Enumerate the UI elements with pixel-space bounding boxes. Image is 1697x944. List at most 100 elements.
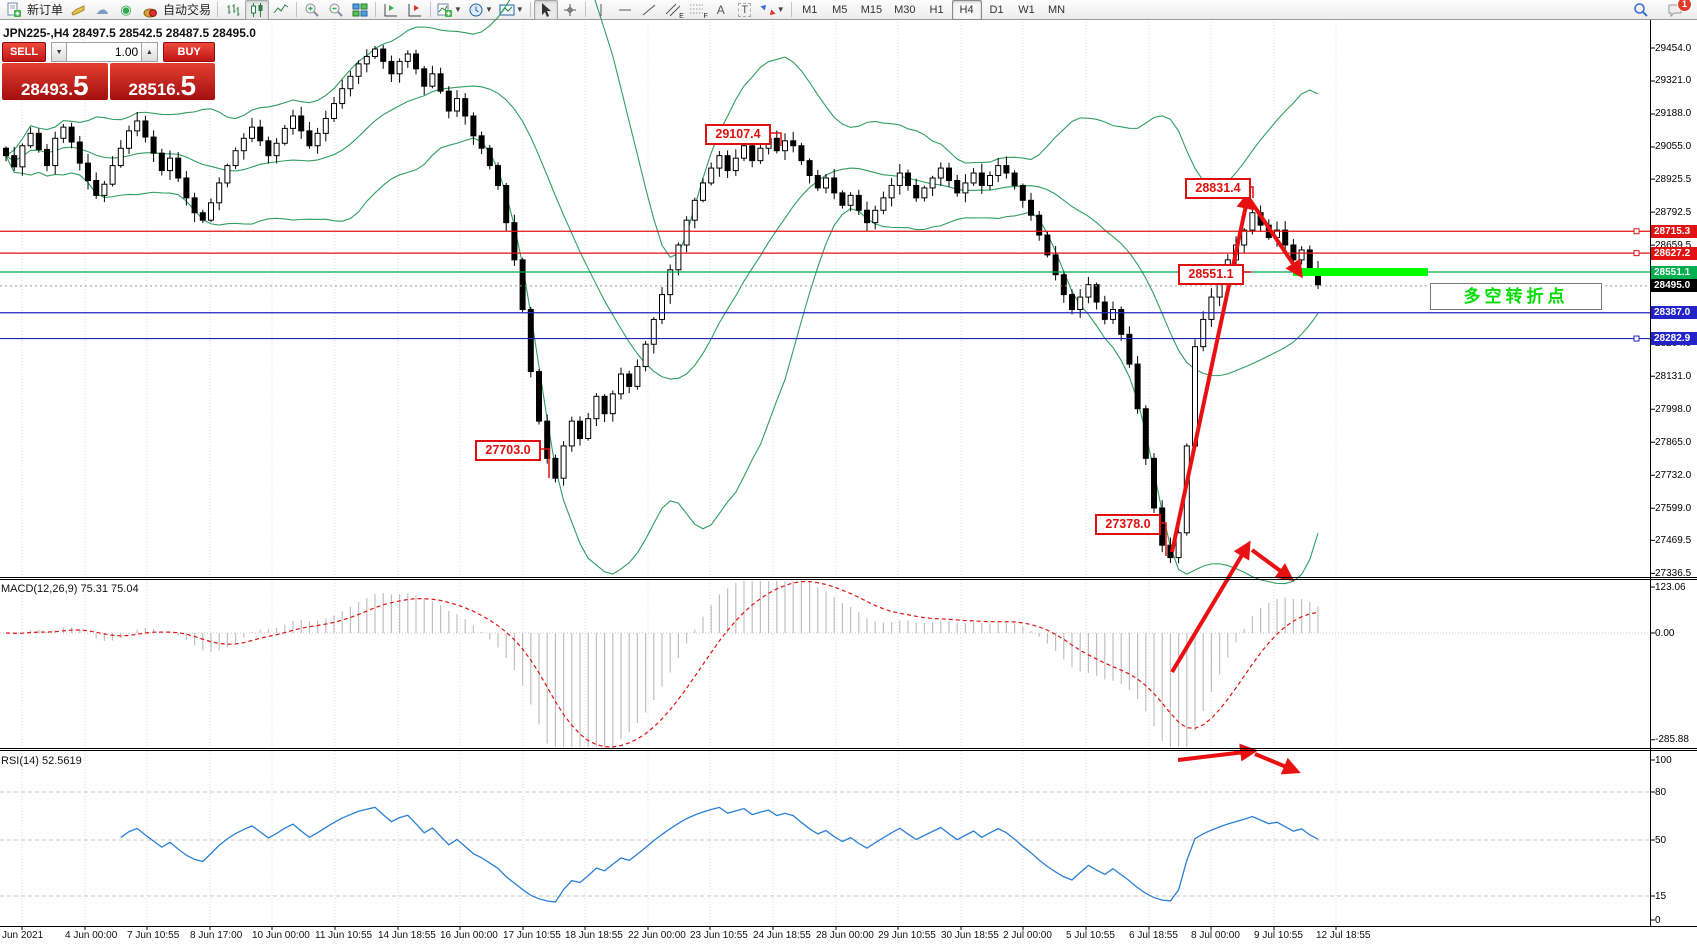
rsi-axis-tick: 0	[1655, 914, 1661, 926]
candlestick-chart-button[interactable]	[245, 0, 270, 20]
new-order-label[interactable]: 新订单	[27, 3, 64, 17]
price-callout-label[interactable]: 27378.0	[1095, 514, 1161, 535]
rsi-axis-tick: 100	[1655, 754, 1672, 766]
timeframe-button-M5[interactable]: M5	[832, 3, 848, 16]
bar-chart-button[interactable]	[221, 0, 245, 20]
price-axis-tick: 29188.0	[1655, 108, 1692, 120]
price-axis-line[interactable]	[1650, 20, 1651, 926]
fibonacci-icon	[689, 4, 703, 13]
line-chart-button[interactable]	[269, 0, 293, 20]
price-callout-label[interactable]: 27703.0	[475, 440, 541, 461]
time-axis-label: 6 Jul 18:55	[1129, 930, 1178, 941]
crosshair-button[interactable]	[558, 0, 582, 20]
sell-button[interactable]: SELL	[2, 42, 47, 62]
time-axis-label: 11 Jun 10:55	[315, 930, 373, 941]
time-axis-label: 7 Jun 10:55	[127, 930, 180, 941]
price-line-badge: 28387.0	[1651, 306, 1697, 320]
dropdown-caret: ▼	[454, 5, 462, 14]
time-axis-label: 28 Jun 00:00	[816, 930, 874, 941]
auto-trading-button[interactable]	[138, 0, 162, 20]
horizontal-line-icon	[618, 9, 631, 10]
chart-shift-button[interactable]	[403, 0, 427, 20]
cursor-icon	[541, 2, 551, 17]
clock-icon	[469, 3, 483, 16]
signal-icon: ◉	[120, 1, 132, 17]
timeframe-button-M30[interactable]: M30	[894, 3, 916, 16]
macd-axis-tick: -285.88	[1655, 734, 1689, 746]
price-callout-label[interactable]: 28551.1	[1178, 264, 1244, 285]
volume-up-button[interactable]: ▲	[141, 42, 158, 62]
toolbar-right-group: 1	[1629, 0, 1692, 20]
timeframe-button-D1[interactable]: D1	[989, 3, 1004, 16]
cursor-button[interactable]	[533, 0, 558, 20]
rsi-axis-tick: 80	[1655, 786, 1667, 798]
sell-price-frac: 5	[72, 70, 89, 102]
notifications-button[interactable]: 1	[1663, 0, 1692, 20]
price-axis-tick: 29055.0	[1655, 141, 1692, 153]
time-axis-label: 9 Jul 10:55	[1254, 930, 1303, 941]
time-axis-label: 5 Jul 10:55	[1066, 930, 1115, 941]
buy-price[interactable]: 28516. 5	[109, 63, 215, 102]
new-order-icon	[7, 2, 21, 17]
sell-price-main: 28493	[20, 80, 69, 99]
timeframe-button-H4[interactable]: H4	[951, 0, 982, 20]
panel-separator[interactable]	[0, 577, 1697, 578]
zoom-out-button[interactable]	[324, 0, 348, 20]
auto-scroll-button[interactable]	[379, 0, 403, 20]
toolbar-separator	[430, 2, 432, 17]
volume-down-button[interactable]: ▼	[50, 42, 68, 62]
timeframe-button-M15[interactable]: M15	[860, 3, 883, 16]
price-axis-tick: 29321.0	[1655, 75, 1692, 87]
buy-price-frac: 5	[180, 70, 197, 102]
time-axis-label: 30 Jun 18:55	[941, 930, 999, 941]
price-callout-label[interactable]: 28831.4	[1185, 178, 1251, 199]
market-watch-button[interactable]	[66, 0, 90, 20]
timeframe-button-MN[interactable]: MN	[1047, 3, 1066, 16]
arrows-tool-button[interactable]: ▼	[757, 0, 788, 20]
indicators-button[interactable]: ▼	[434, 0, 465, 20]
time-axis-label: 10 Jun 00:00	[252, 930, 310, 941]
periods-button[interactable]: ▼	[465, 0, 496, 20]
horizontal-line-button[interactable]	[613, 0, 637, 20]
toolbar-separator	[584, 2, 586, 17]
timeframe-button-M1[interactable]: M1	[802, 3, 818, 16]
cloud-icon: ☁	[95, 1, 109, 17]
search-icon	[1634, 2, 1648, 17]
tile-windows-button[interactable]	[348, 0, 372, 20]
vertical-line-button[interactable]	[589, 0, 613, 20]
timeframe-group: M1 M5 M15 M30 H1 H4 D1 W1 MN	[795, 0, 1072, 20]
sell-price[interactable]: 28493. 5	[2, 63, 108, 100]
text-label-button[interactable]: T	[733, 0, 757, 20]
arrows-tool-icon	[760, 4, 776, 15]
price-line-badge: 28282.9	[1651, 332, 1697, 346]
one-click-trading-panel: SELL ▼ ▲ BUY 28493.5 28516.5	[2, 42, 215, 100]
panel-separator[interactable]	[0, 748, 1697, 749]
fibonacci-letter: F	[703, 12, 708, 20]
equidistant-channel-button[interactable]: E	[661, 0, 685, 20]
auto-trading-label[interactable]: 自动交易	[163, 3, 212, 17]
trendline-button[interactable]	[637, 0, 661, 20]
time-axis-label: 4 Jun 00:00	[65, 930, 118, 941]
price-callout-label[interactable]: 29107.4	[705, 124, 771, 145]
indicators-icon	[437, 3, 453, 17]
new-order-button[interactable]	[2, 0, 26, 20]
auto-trading-icon	[143, 8, 157, 17]
time-axis-label: 23 Jun 10:55	[690, 930, 748, 941]
text-tool-button[interactable]: A	[709, 0, 733, 20]
timeframe-button-W1[interactable]: W1	[1018, 3, 1035, 16]
chart-bottom-border	[0, 926, 1697, 927]
volume-input[interactable]	[67, 42, 142, 62]
timeframe-button-H1[interactable]: H1	[929, 3, 944, 16]
auto-scroll-icon	[384, 3, 398, 16]
buy-button[interactable]: BUY	[163, 42, 215, 62]
annotation-text-box[interactable]: 多空转折点	[1430, 283, 1602, 310]
data-window-button[interactable]: ☁	[90, 0, 114, 20]
zoom-in-button[interactable]	[300, 0, 324, 20]
fibonacci-button[interactable]: F	[685, 0, 709, 20]
time-axis-label: 2 Jul 00:00	[1003, 930, 1052, 941]
text-label-icon: T	[738, 2, 752, 17]
search-button[interactable]	[1629, 0, 1653, 20]
navigator-button[interactable]: ◉	[114, 0, 138, 20]
